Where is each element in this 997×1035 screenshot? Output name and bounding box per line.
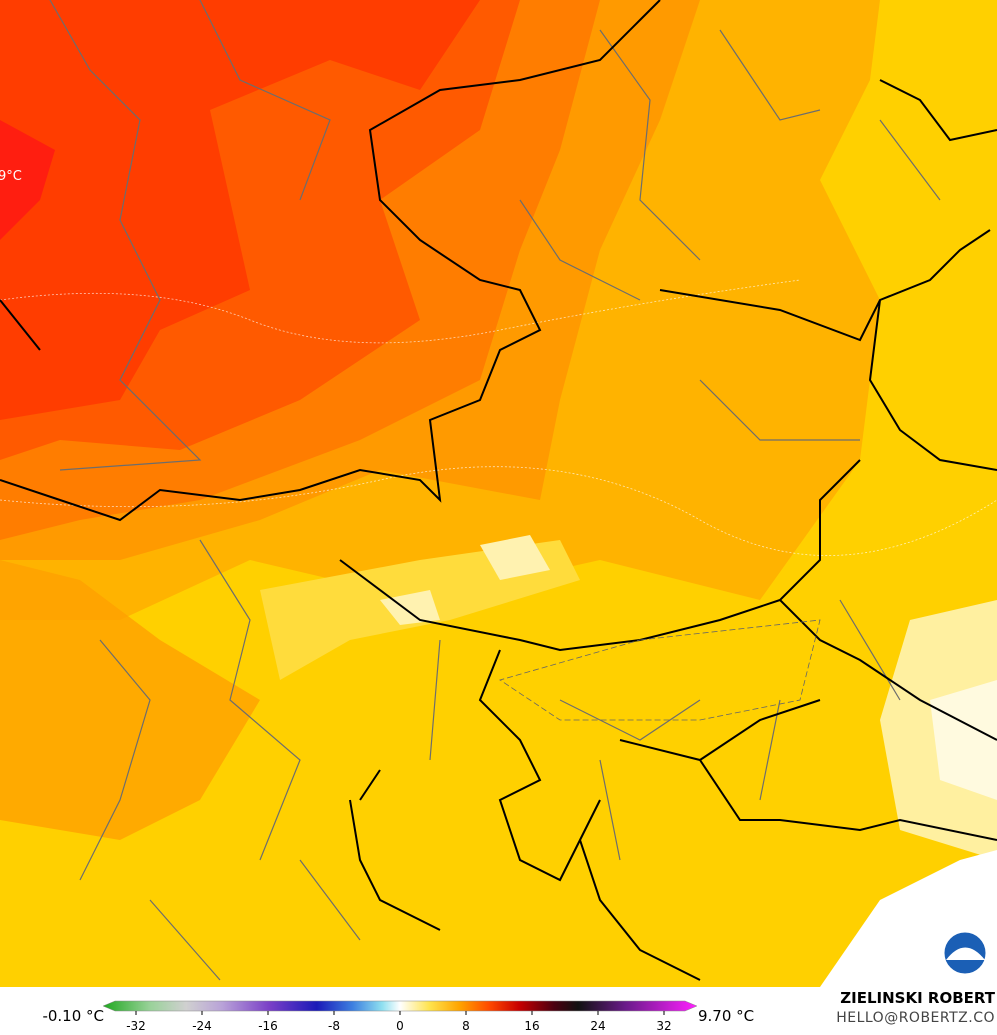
colorbar-tick-label: -8 [328,1019,340,1033]
colorbar-tick-label: 32 [656,1019,671,1033]
region-border [49,0,941,981]
colorbar-tick-label: -24 [192,1019,212,1033]
temp-zone [0,0,480,420]
colorbar-tick-label: -32 [126,1019,146,1033]
temp-zone [380,590,440,625]
credit-email: HELLO@ROBERTZ.CO [836,1010,995,1026]
map: 9°C [0,0,997,987]
min-label: -0.10 °C [42,1007,104,1025]
isotherm [0,466,997,556]
region-border [499,619,821,721]
country-border [0,0,997,981]
corner-label: 9°C [0,169,22,184]
colorbar-tick-label: 24 [590,1019,605,1033]
isotherm [0,279,801,344]
temp-zone [0,560,260,840]
colorbar [102,1000,698,1012]
colorbar-tick-label: -16 [258,1019,278,1033]
temp-zone [480,535,550,580]
colorbar-tick-label: 0 [396,1019,404,1033]
credit-name: ZIELINSKI ROBERT [840,989,995,1007]
noaa-logo-wave [946,947,985,960]
temp-zone [0,120,55,240]
colorbar-tick-label: 16 [524,1019,539,1033]
colorbar-tick-label: 8 [462,1019,470,1033]
max-label: 9.70 °C [698,1007,754,1025]
temp-zone [930,680,997,800]
